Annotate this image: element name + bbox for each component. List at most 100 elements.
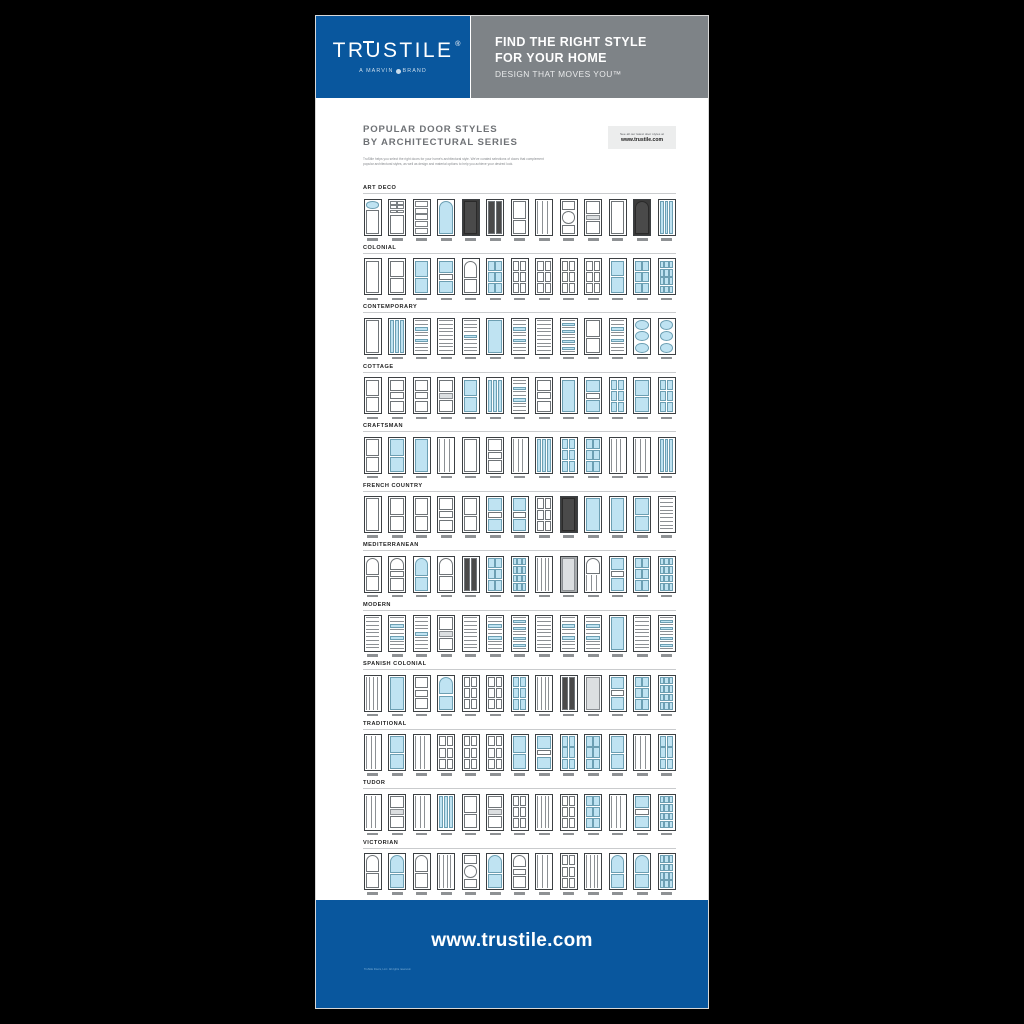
- door-style-thumbnail[interactable]: [535, 615, 553, 653]
- door-style-thumbnail[interactable]: [437, 555, 455, 593]
- door-cell[interactable]: [461, 793, 480, 836]
- door-cell[interactable]: [363, 377, 382, 419]
- door-style-thumbnail[interactable]: [633, 377, 651, 415]
- door-cell[interactable]: [559, 258, 578, 300]
- door-style-thumbnail[interactable]: [363, 555, 382, 593]
- door-cell[interactable]: [584, 615, 603, 657]
- door-style-thumbnail[interactable]: [608, 793, 627, 831]
- door-cell[interactable]: [461, 674, 480, 717]
- door-style-thumbnail[interactable]: [363, 436, 382, 474]
- door-cell[interactable]: [437, 793, 456, 836]
- door-style-thumbnail[interactable]: [486, 317, 504, 355]
- door-cell[interactable]: [657, 853, 676, 895]
- door-style-thumbnail[interactable]: [363, 198, 382, 236]
- door-style-thumbnail[interactable]: [584, 615, 602, 653]
- door-cell[interactable]: [559, 674, 578, 717]
- door-cell[interactable]: [461, 734, 480, 776]
- door-style-thumbnail[interactable]: [535, 198, 553, 236]
- door-cell[interactable]: [559, 377, 578, 419]
- door-cell[interactable]: [657, 436, 676, 479]
- door-style-thumbnail[interactable]: [461, 436, 480, 474]
- door-cell[interactable]: [584, 377, 603, 419]
- door-style-thumbnail[interactable]: [608, 436, 627, 474]
- door-cell[interactable]: [388, 734, 407, 776]
- door-cell[interactable]: [388, 555, 407, 598]
- door-style-thumbnail[interactable]: [510, 377, 529, 415]
- door-cell[interactable]: [584, 317, 603, 360]
- door-style-thumbnail[interactable]: [363, 734, 382, 772]
- door-style-thumbnail[interactable]: [388, 734, 406, 772]
- door-cell[interactable]: [633, 377, 652, 419]
- door-cell[interactable]: [633, 436, 652, 479]
- door-cell[interactable]: [510, 615, 529, 657]
- door-style-thumbnail[interactable]: [608, 496, 627, 534]
- door-style-thumbnail[interactable]: [437, 198, 455, 236]
- door-cell[interactable]: [363, 674, 382, 717]
- door-style-thumbnail[interactable]: [486, 377, 504, 415]
- door-cell[interactable]: [437, 198, 456, 241]
- door-cell[interactable]: [657, 615, 676, 657]
- door-style-thumbnail[interactable]: [633, 793, 651, 831]
- door-cell[interactable]: [535, 615, 554, 657]
- door-cell[interactable]: [486, 853, 505, 895]
- door-cell[interactable]: [486, 198, 505, 241]
- door-style-thumbnail[interactable]: [388, 853, 406, 891]
- url-callout-box[interactable]: See all our latest door styles at www.tr…: [608, 126, 676, 149]
- door-style-thumbnail[interactable]: [412, 496, 431, 534]
- door-style-thumbnail[interactable]: [559, 258, 578, 296]
- door-style-thumbnail[interactable]: [388, 555, 406, 593]
- door-style-thumbnail[interactable]: [633, 258, 651, 296]
- door-cell[interactable]: [486, 615, 505, 657]
- door-cell[interactable]: [633, 793, 652, 836]
- door-style-thumbnail[interactable]: [608, 258, 627, 296]
- door-style-thumbnail[interactable]: [608, 555, 627, 593]
- door-cell[interactable]: [535, 793, 554, 836]
- door-style-thumbnail[interactable]: [461, 198, 480, 236]
- door-cell[interactable]: [486, 793, 505, 836]
- door-style-thumbnail[interactable]: [608, 615, 627, 653]
- door-cell[interactable]: [461, 317, 480, 360]
- door-style-thumbnail[interactable]: [412, 317, 431, 355]
- door-style-thumbnail[interactable]: [486, 853, 504, 891]
- door-cell[interactable]: [559, 734, 578, 776]
- door-cell[interactable]: [486, 317, 505, 360]
- footer-url[interactable]: www.trustile.com: [431, 930, 593, 951]
- door-style-thumbnail[interactable]: [657, 793, 676, 831]
- door-cell[interactable]: [437, 674, 456, 717]
- door-style-thumbnail[interactable]: [510, 496, 529, 534]
- door-style-thumbnail[interactable]: [535, 555, 553, 593]
- door-cell[interactable]: [657, 555, 676, 598]
- door-style-thumbnail[interactable]: [388, 674, 406, 712]
- door-style-thumbnail[interactable]: [608, 853, 627, 891]
- door-style-thumbnail[interactable]: [510, 674, 529, 712]
- door-cell[interactable]: [412, 674, 431, 717]
- door-cell[interactable]: [461, 615, 480, 657]
- door-style-thumbnail[interactable]: [461, 674, 480, 712]
- door-style-thumbnail[interactable]: [584, 436, 602, 474]
- door-cell[interactable]: [412, 793, 431, 836]
- door-cell[interactable]: [633, 555, 652, 598]
- door-cell[interactable]: [437, 317, 456, 360]
- door-style-thumbnail[interactable]: [486, 734, 504, 772]
- door-cell[interactable]: [486, 436, 505, 479]
- door-cell[interactable]: [633, 734, 652, 776]
- door-cell[interactable]: [633, 198, 652, 241]
- door-style-thumbnail[interactable]: [633, 496, 651, 534]
- door-cell[interactable]: [559, 853, 578, 895]
- door-style-thumbnail[interactable]: [559, 496, 578, 534]
- door-cell[interactable]: [388, 377, 407, 419]
- door-cell[interactable]: [608, 853, 627, 895]
- door-cell[interactable]: [486, 555, 505, 598]
- door-style-thumbnail[interactable]: [461, 317, 480, 355]
- door-style-thumbnail[interactable]: [486, 555, 504, 593]
- door-cell[interactable]: [363, 317, 382, 360]
- door-style-thumbnail[interactable]: [461, 853, 480, 891]
- door-cell[interactable]: [535, 674, 554, 717]
- door-style-thumbnail[interactable]: [510, 258, 529, 296]
- door-cell[interactable]: [412, 853, 431, 895]
- door-style-thumbnail[interactable]: [608, 317, 627, 355]
- door-cell[interactable]: [388, 496, 407, 538]
- door-cell[interactable]: [608, 555, 627, 598]
- door-cell[interactable]: [461, 377, 480, 419]
- door-cell[interactable]: [510, 853, 529, 895]
